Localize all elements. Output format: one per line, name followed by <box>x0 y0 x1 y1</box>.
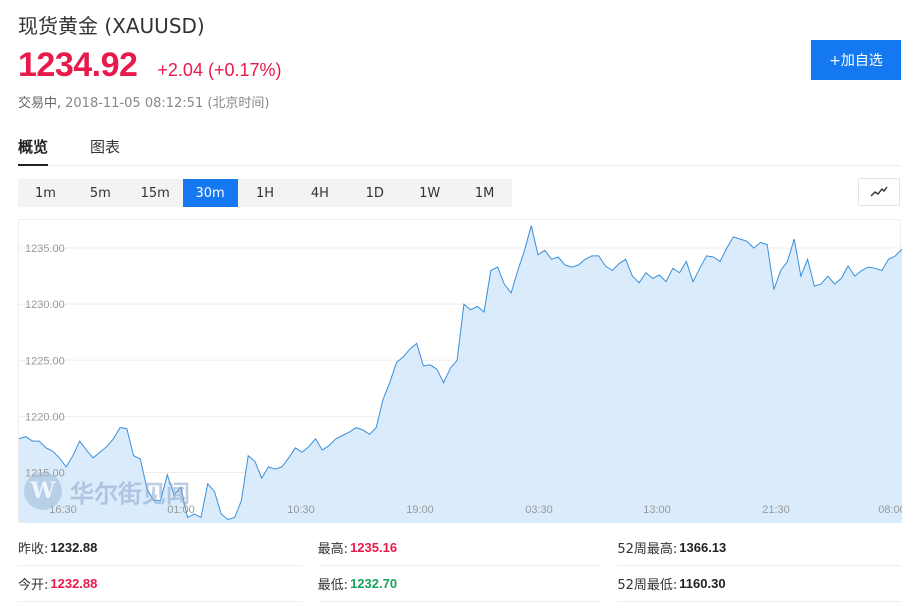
stat-value: 1235.16 <box>350 540 398 555</box>
stat-value: 1232.88 <box>50 576 98 591</box>
stat-52w-high: 52周最高: 1366.13 <box>617 530 902 566</box>
trade-status: 交易中, 2018-11-05 08:12:51 (北京时间) <box>18 92 270 111</box>
watermark-logo: W <box>24 472 62 510</box>
y-tick-label: 1225.00 <box>25 355 65 367</box>
chart-type-button[interactable] <box>858 178 900 206</box>
instrument-title: 现货黄金 (XAUUSD) <box>18 14 205 38</box>
stat-low: 最低: 1232.70 <box>317 566 602 602</box>
stat-high: 最高: 1235.16 <box>317 530 602 566</box>
current-price: 1234.92 <box>18 46 138 84</box>
stat-value: 1160.30 <box>679 576 726 591</box>
period-1d[interactable]: 1D <box>365 185 384 201</box>
period-15m[interactable]: 15m <box>140 185 170 201</box>
tab-chart[interactable]: 图表 <box>90 138 121 156</box>
period-1h[interactable]: 1H <box>255 185 275 201</box>
price-change: +2.04 (+0.17%) <box>157 60 282 80</box>
period-1m[interactable]: 1m <box>34 185 56 201</box>
period-30m[interactable]: 30m <box>182 179 238 207</box>
stat-label: 昨收: <box>18 542 49 557</box>
period-5m[interactable]: 5m <box>89 185 111 201</box>
stats-table: 昨收: 1232.88 最高: 1235.16 52周最高: 1366.13 今… <box>18 530 902 602</box>
stat-label: 最高: <box>317 542 349 557</box>
x-tick-label: 08:00 <box>878 504 902 516</box>
stat-52w-low: 52周最低: 1160.30 <box>617 566 902 602</box>
x-tick-label: 19:00 <box>406 504 434 516</box>
stat-value: 1366.13 <box>679 540 727 555</box>
y-tick-label: 1230.00 <box>25 299 65 311</box>
y-tick-label: 1235.00 <box>25 243 65 255</box>
watermark-text: 华尔街见闻 <box>70 478 190 508</box>
stat-label: 52周最低: <box>617 578 678 593</box>
x-tick-label: 01:00 <box>167 504 195 516</box>
add-to-watchlist-button[interactable]: +加自选 <box>811 40 901 80</box>
stat-value: 1232.88 <box>50 540 98 555</box>
x-tick-label: 21:30 <box>762 504 790 516</box>
price-chart-svg: 1215.001220.001225.001230.001235.0016:30… <box>19 225 902 523</box>
price-line <box>19 225 902 521</box>
stats-row: 昨收: 1232.88 最高: 1235.16 52周最高: 1366.13 <box>18 530 902 566</box>
trade-timestamp: 2018-11-05 08:12:51 (北京时间) <box>65 96 270 111</box>
x-tick-label: 10:30 <box>287 504 315 516</box>
x-tick-label: 03:30 <box>525 504 553 516</box>
stat-label: 今开: <box>18 578 49 593</box>
stat-label: 52周最高: <box>617 542 678 557</box>
line-chart-icon <box>870 186 888 197</box>
stat-open: 今开: 1232.88 <box>18 566 302 602</box>
stats-row: 今开: 1232.88 最低: 1232.70 52周最低: 1160.30 <box>18 566 902 602</box>
tab-bar: 概览 图表 <box>18 128 901 166</box>
x-tick-label: 13:00 <box>643 504 671 516</box>
price-chart[interactable]: 1215.001220.001225.001230.001235.0016:30… <box>18 219 902 523</box>
period-1mo[interactable]: 1M <box>474 185 495 201</box>
price-row: 1234.92 +2.04 (+0.17%) <box>18 46 282 85</box>
trade-status-label: 交易中, <box>18 96 62 111</box>
stat-prev-close: 昨收: 1232.88 <box>18 530 302 566</box>
stat-label: 最低: <box>317 578 349 593</box>
price-area <box>19 225 902 523</box>
stat-value: 1232.70 <box>350 576 398 591</box>
period-4h[interactable]: 4H <box>310 185 329 201</box>
period-selector: 1m 5m 15m 30m 1H 4H 1D 1W 1M <box>18 179 512 207</box>
y-tick-label: 1220.00 <box>25 411 65 423</box>
tab-overview[interactable]: 概览 <box>18 128 49 166</box>
watermark: W 华尔街见闻 <box>24 472 190 510</box>
period-1w[interactable]: 1W <box>419 185 441 201</box>
x-tick-label: 16:30 <box>49 504 77 516</box>
